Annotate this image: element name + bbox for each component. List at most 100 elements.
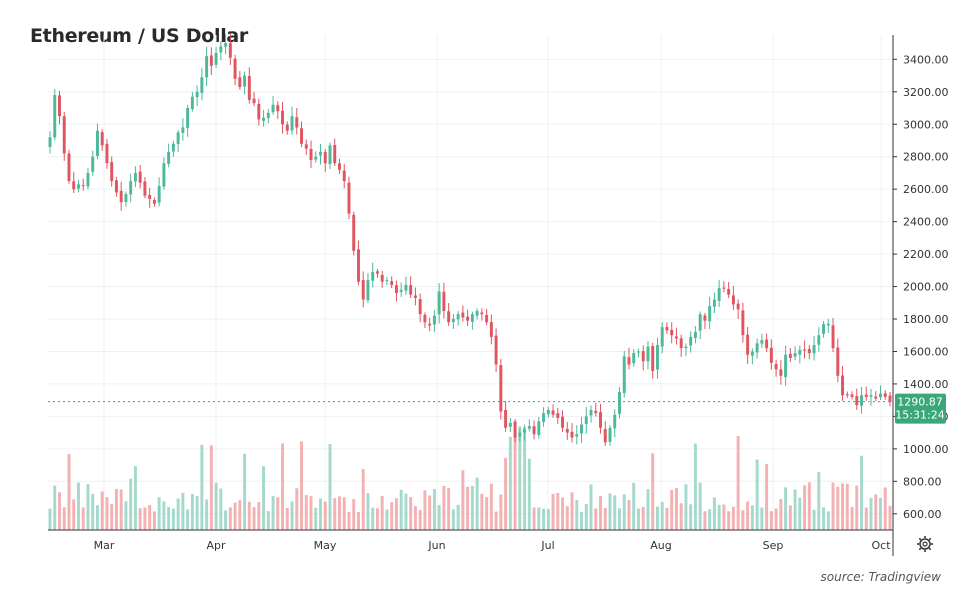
price-axis[interactable]: 600.00800.001000.001200.001400.001600.00…: [893, 53, 949, 521]
price-tick-label: 1600.00: [903, 345, 949, 358]
candle: [290, 106, 294, 135]
candle: [409, 276, 413, 298]
candle: [575, 425, 579, 445]
candle: [817, 327, 821, 352]
volume-bar: [779, 499, 783, 530]
candle: [86, 167, 90, 190]
candle: [603, 421, 607, 446]
volume-bar: [58, 492, 61, 530]
candle: [205, 46, 209, 87]
candle: [494, 328, 498, 373]
volume-bar: [129, 478, 133, 530]
candle: [371, 262, 375, 288]
candle: [660, 322, 664, 354]
volume-bar: [238, 500, 242, 530]
candle: [285, 121, 289, 135]
candle: [845, 391, 849, 398]
candle: [584, 406, 588, 434]
volume-bar: [404, 493, 408, 530]
volume-bar: [86, 484, 90, 530]
volume-bar: [77, 482, 80, 530]
candle: [508, 417, 512, 433]
volume-bar: [489, 483, 493, 530]
volume-bar: [860, 455, 863, 530]
candle: [499, 358, 503, 420]
volume-bar: [731, 506, 735, 530]
candle: [129, 173, 133, 203]
volume-bar: [542, 508, 546, 530]
candle: [390, 276, 394, 289]
candle: [352, 211, 356, 256]
volume-bar: [281, 443, 285, 530]
candle: [238, 71, 242, 90]
volume-bar: [684, 484, 688, 530]
volume-bar: [803, 485, 807, 530]
candle: [148, 187, 152, 208]
candle: [228, 33, 232, 65]
candle: [432, 310, 436, 333]
volume-bar: [874, 494, 878, 530]
candle: [219, 41, 223, 61]
candle: [769, 339, 773, 370]
volume-bar: [580, 511, 583, 530]
candle: [513, 418, 517, 443]
price-tick-label: 3400.00: [903, 53, 949, 66]
candle: [456, 311, 460, 326]
volume-bar: [114, 489, 118, 530]
volume-bar: [736, 436, 740, 530]
settings-gear-icon[interactable]: [917, 536, 933, 552]
volume-bar: [91, 493, 95, 530]
candle: [812, 335, 816, 361]
candle: [722, 281, 726, 293]
candle-countdown: 15:31:24: [895, 409, 944, 422]
candle: [300, 121, 303, 148]
volume-bar: [428, 495, 432, 530]
candle: [181, 118, 185, 141]
candle: [803, 340, 807, 359]
candle: [655, 337, 659, 379]
volume-bar: [670, 489, 674, 530]
candle: [670, 322, 674, 344]
volume-bar: [300, 441, 303, 530]
volume-bar: [461, 470, 465, 530]
volume-bar: [176, 498, 180, 530]
candle: [295, 108, 299, 135]
volume-bar: [205, 499, 209, 530]
candle: [632, 349, 636, 367]
candle: [119, 181, 123, 211]
volume-bar: [399, 489, 403, 530]
volume-bar: [641, 506, 645, 530]
candle: [233, 54, 237, 86]
candle: [708, 296, 712, 330]
candle: [883, 390, 887, 400]
volume-bar: [413, 505, 417, 530]
price-tick-label: 1800.00: [903, 313, 949, 326]
volume-bar: [594, 508, 598, 530]
candle: [423, 312, 427, 328]
chart-title: Ethereum / US Dollar: [30, 25, 248, 47]
volume-bar: [209, 445, 213, 530]
candle: [641, 345, 645, 371]
volume-bar: [224, 510, 228, 530]
candle: [698, 311, 702, 340]
volume-bar: [133, 466, 137, 530]
candle: [281, 101, 285, 134]
candle: [807, 344, 811, 360]
volume-bar: [357, 511, 360, 530]
volume-bars: [48, 426, 892, 530]
volume-bar: [722, 504, 726, 530]
candle: [793, 346, 797, 361]
volume-bar: [537, 507, 541, 530]
time-axis[interactable]: Mar Apr May Jun Jul Aug Sep Oct: [94, 539, 892, 552]
volume-bar: [190, 493, 194, 530]
candle: [689, 331, 693, 353]
volume-bar: [290, 501, 294, 530]
volume-bar: [637, 508, 640, 530]
candle: [58, 90, 61, 125]
volume-bar: [409, 497, 413, 530]
candle: [489, 314, 493, 345]
candle: [475, 308, 479, 320]
volume-bar: [304, 494, 308, 530]
volume-bar: [432, 489, 436, 530]
